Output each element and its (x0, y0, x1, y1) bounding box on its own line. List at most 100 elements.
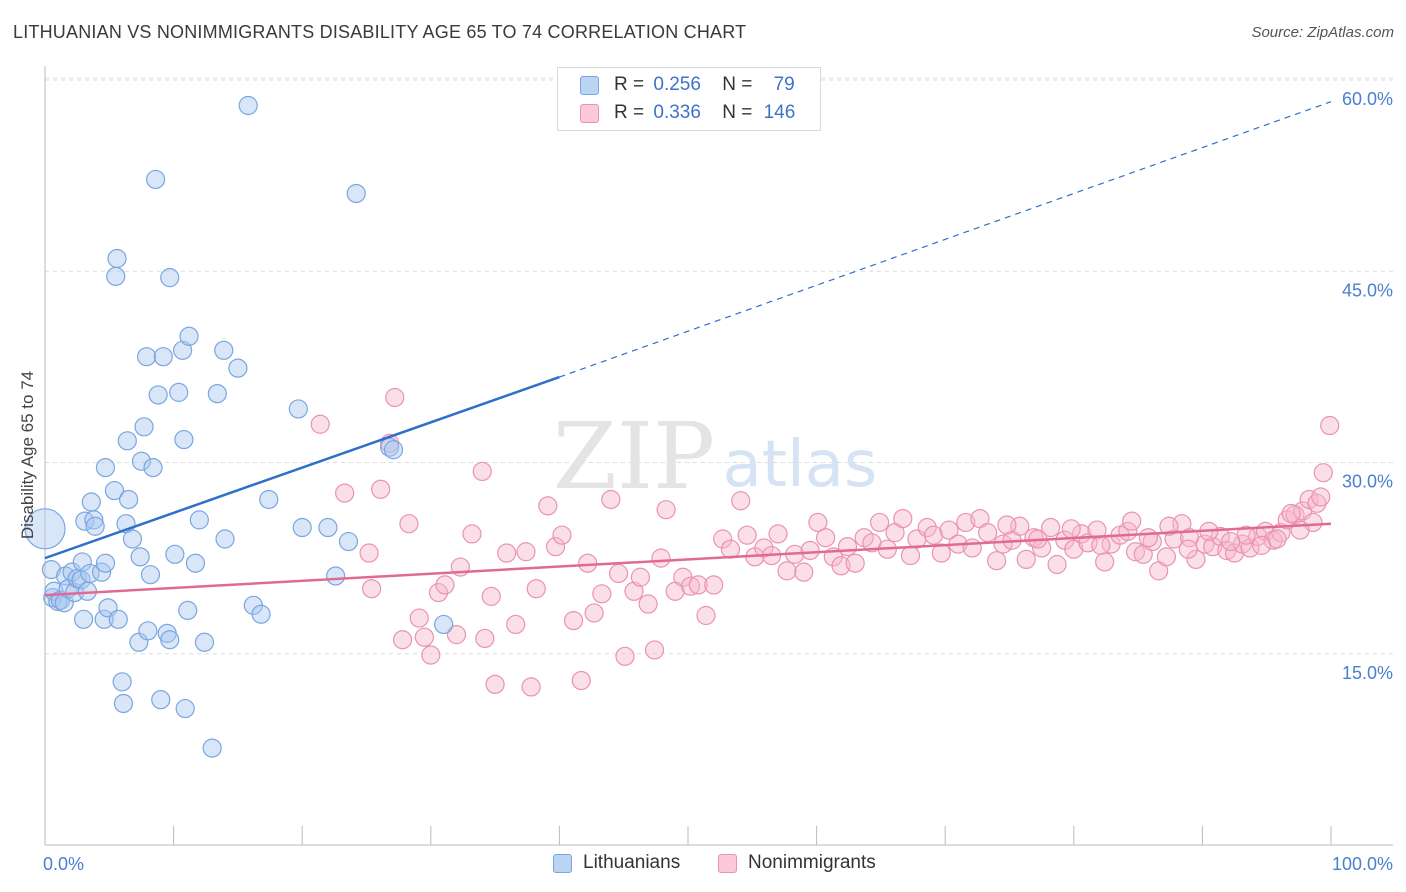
lithuanians-point (134, 417, 154, 437)
nonimmigrants-point (931, 543, 951, 563)
y-tick-label: 15.0% (1342, 663, 1393, 683)
lithuanians-point (94, 609, 114, 629)
lithuanians-point (238, 95, 258, 116)
y-axis-label: Disability Age 65 to 74 (18, 371, 37, 539)
nonimmigrants-point (924, 525, 944, 545)
lithuanians-point (179, 326, 199, 346)
bottom-swatch-nonimmigrants (718, 854, 737, 873)
nonimmigrants-point (399, 514, 419, 534)
nonimmigrants-point (1210, 526, 1231, 547)
nonimmigrants-point (656, 500, 676, 520)
nonimmigrants-point (563, 610, 584, 631)
nonimmigrants-point (737, 525, 757, 545)
nonimmigrants-point (1240, 538, 1260, 558)
nonimmigrants-point (462, 524, 482, 544)
lithuanians-point (346, 183, 366, 204)
nonimmigrants-point (1221, 531, 1241, 552)
lithuanians-point (106, 266, 126, 286)
nonimmigrants-point (435, 575, 455, 595)
lithuanians-point (81, 492, 101, 512)
lithuanians-point (138, 621, 158, 641)
lithuanians-point (326, 566, 346, 586)
nonimmigrants-point (1164, 529, 1184, 549)
nonimmigrants-point (578, 553, 598, 573)
lithuanians-point (72, 552, 92, 572)
nonimmigrants-point (713, 529, 733, 549)
nonimmigrants-point (651, 548, 671, 568)
nonimmigrants-point (608, 563, 629, 584)
nonimmigrants-point (768, 524, 788, 544)
nonimmigrants-point (870, 512, 890, 533)
nonimmigrants-point (845, 553, 865, 573)
nonimmigrants-point (421, 645, 441, 665)
lithuanians-point (194, 632, 215, 652)
lithuanians-point (140, 565, 161, 585)
nonimmigrants-point (978, 523, 998, 543)
nonimmigrants-point (644, 640, 665, 660)
nonimmigrants-point (446, 625, 467, 645)
trend-lines (44, 101, 1332, 597)
nonimmigrants-point (538, 496, 558, 516)
nonimmigrants-point (310, 414, 330, 434)
lithuanians-trend-extension (559, 101, 1332, 378)
nonimmigrants-point (704, 575, 724, 595)
lithuanians-point (214, 340, 234, 360)
nonimmigrants-point (688, 575, 708, 595)
lithuanians-point (207, 384, 227, 404)
nonimmigrants-point (962, 538, 982, 558)
tick-labels: 15.0% 30.0% 45.0% 60.0% 0.0% 100.0% (43, 89, 1393, 874)
source-label: Source: ZipAtlas.com (1251, 24, 1394, 41)
x-tick-label: 100.0% (1332, 854, 1393, 874)
legend-n-label: N = (722, 74, 753, 95)
nonimmigrants-point (1320, 415, 1340, 436)
nonimmigrants-point (630, 567, 651, 587)
lithuanians-point (178, 600, 198, 621)
legend-swatch-nonimmigrants (580, 104, 599, 123)
lithuanians-point (95, 458, 116, 478)
lithuanians-point (131, 451, 152, 471)
lithuanians-point (318, 517, 338, 538)
lithuanians-trend-line (44, 375, 560, 560)
legend-swatch-lithuanians (580, 76, 599, 95)
y-tick-label: 60.0% (1342, 89, 1393, 109)
nonimmigrants-point (893, 508, 913, 529)
lithuanians-point (228, 358, 248, 378)
nonimmigrants-point (1091, 535, 1111, 555)
nonimmigrants-point (816, 528, 836, 548)
lithuanians-point (251, 604, 271, 624)
lithuanians-point (148, 385, 168, 405)
stats-legend: R = 0.256 N = 79 R = 0.336 N = 146 (557, 67, 821, 131)
nonimmigrants-point (1047, 554, 1067, 575)
nonimmigrants-point (571, 670, 591, 691)
nonimmigrants-point (552, 525, 572, 545)
lithuanians-point (108, 609, 128, 629)
y-tick-label: 30.0% (1342, 472, 1393, 492)
nonimmigrants-point (472, 461, 492, 482)
legend-n-value: 146 (763, 102, 796, 123)
lithuanians-point (189, 510, 209, 530)
lithuanians-point (73, 609, 94, 629)
lithuanians-point (112, 672, 132, 692)
nonimmigrants-point (1016, 549, 1036, 570)
lithuanians-point (202, 738, 222, 758)
lithuanians-point (292, 517, 312, 538)
nonimmigrants-point (392, 630, 413, 650)
nonimmigrants-point (800, 540, 820, 561)
lithuanians-point (174, 429, 194, 450)
nonimmigrants-point (526, 579, 546, 599)
lithuanians-point (165, 544, 185, 564)
nonimmigrants-point (1251, 535, 1272, 555)
lithuanians-point (84, 510, 104, 530)
nonimmigrants-point (475, 628, 495, 649)
nonimmigrants-point (592, 584, 612, 604)
lithuanians-point (383, 440, 404, 460)
lithuanians-point (143, 458, 163, 478)
nonimmigrants-point (1186, 549, 1206, 570)
legend-r-value: 0.336 (653, 102, 701, 123)
nonimmigrants-point (696, 605, 716, 626)
legend-r-value: 0.256 (653, 74, 701, 95)
lithuanians-points (24, 95, 454, 758)
nonimmigrants-point (638, 594, 658, 614)
legend-n-label: N = (722, 102, 753, 123)
